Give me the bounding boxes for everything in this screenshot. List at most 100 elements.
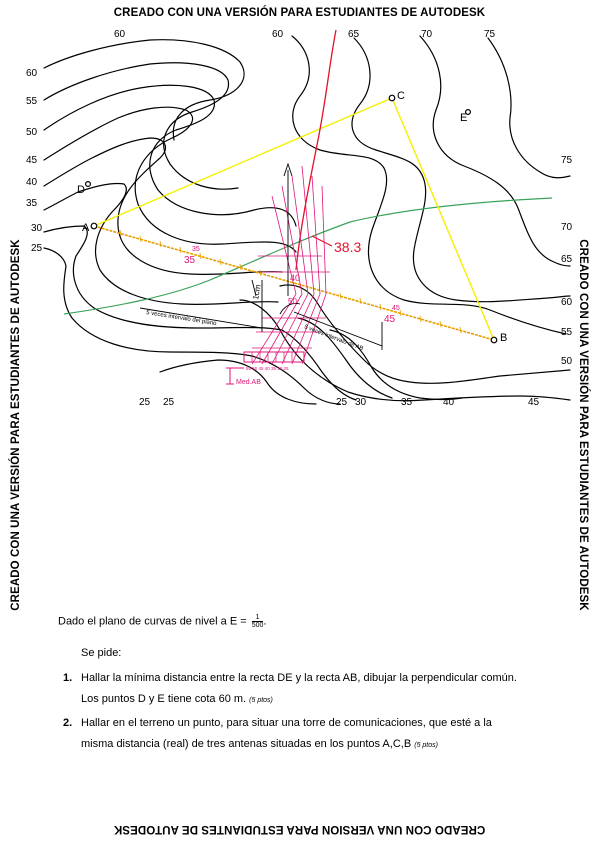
- contour-label: 75: [561, 155, 573, 166]
- contour-label: 50: [561, 356, 573, 367]
- contour-lines: [43, 35, 571, 405]
- graduation-35-small: 35: [192, 246, 200, 253]
- graduation-45-small: 45: [392, 305, 400, 312]
- contour-label: 70: [561, 222, 573, 233]
- point-a-label: A: [82, 222, 90, 234]
- contour-65: [351, 37, 571, 303]
- contour-label-group: 60 60 65 70 75 60 55 50 45 40 35 30 25 7…: [26, 29, 573, 408]
- point-d-label: D: [77, 184, 85, 196]
- intro-text: Dado el plano de curvas de nivel a E = 1…: [58, 614, 266, 629]
- line-a-c: [93, 97, 393, 227]
- contour-40-right: [329, 329, 463, 401]
- contour-label: 35: [401, 397, 413, 408]
- scale-box: [243, 351, 305, 363]
- contour-label: 60: [272, 29, 284, 40]
- contour-label: 30: [355, 397, 367, 408]
- contour-label: 25: [336, 397, 348, 408]
- point-e-label: E: [460, 112, 467, 124]
- graduation-40: 40: [290, 273, 300, 283]
- line-a-b: [93, 225, 495, 341]
- black-construction: [139, 162, 383, 350]
- graduation-50: 50: [288, 297, 297, 306]
- line-c-b: [391, 97, 495, 341]
- contour-25-right: [251, 355, 341, 405]
- contour-label: 40: [26, 177, 38, 188]
- task-2-line-1: Hallar en el terreno un punto, para situ…: [81, 717, 492, 729]
- task-1-line-2-wrap: Los puntos D y E tiene cota 60 m. (5 pto…: [81, 692, 571, 708]
- se-pide-heading: Se pide:: [81, 647, 122, 659]
- task-1-line-1: Hallar la mínima distancia entre la rect…: [81, 672, 517, 684]
- point-b-label: B: [500, 332, 507, 344]
- contour-label: 55: [561, 327, 573, 338]
- task-1-number: 1.: [63, 672, 73, 684]
- contour-35: [43, 182, 279, 305]
- task-2-points: (5 ptos): [414, 742, 438, 749]
- point-e-marker: [465, 108, 472, 115]
- distance-value: 38.3: [334, 239, 361, 255]
- med-ab-bracket: [226, 367, 244, 385]
- contour-70: [419, 35, 571, 267]
- contour-label: 65: [348, 29, 360, 40]
- watermark-bottom: CREADO CON UNA VERSION PARA ESTUDIANTES …: [113, 823, 486, 835]
- task-1-points: (5 ptos): [249, 697, 273, 704]
- task-2-line-2-wrap: misma distancia (real) de tres antenas s…: [81, 737, 571, 753]
- red-line: [295, 29, 337, 271]
- contour-label: 60: [114, 29, 126, 40]
- point-markers: [84, 94, 498, 344]
- contour-30: [43, 225, 283, 331]
- contour-label: 50: [26, 127, 38, 138]
- contour-25: [43, 247, 253, 357]
- task-2-line-2: misma distancia (real) de tres antenas s…: [81, 738, 412, 750]
- task-item-1: 1. Hallar la mínima distancia entre la r…: [63, 671, 571, 714]
- contour-label: 70: [421, 29, 433, 40]
- yellow-lines: [93, 97, 495, 341]
- point-d-marker: [84, 181, 91, 188]
- contour-label: 45: [528, 397, 540, 408]
- task-item-2: 2. Hallar en el terreno un punto, para s…: [63, 716, 571, 759]
- contour-50: [43, 84, 297, 227]
- task-1-line-2: Los puntos D y E tiene cota 60 m.: [81, 693, 247, 705]
- contour-40: [43, 137, 283, 275]
- scale-fraction: 1 500: [251, 614, 264, 629]
- contour-60-left: [43, 39, 245, 141]
- contour-label: 75: [484, 29, 496, 40]
- scale-denominator: 500: [251, 622, 264, 629]
- contour-label: 45: [26, 155, 38, 166]
- contour-label: 65: [561, 254, 573, 265]
- contour-label: 35: [26, 198, 38, 209]
- red-pointer: [311, 235, 333, 247]
- contour-label: 60: [561, 297, 573, 308]
- contour-45-bottom: [159, 359, 317, 405]
- contour-label: 60: [26, 68, 38, 79]
- contour-55-right: [279, 284, 571, 384]
- contour-label: 30: [31, 223, 43, 234]
- graduation-45: 45: [384, 314, 396, 325]
- contour-75: [487, 37, 571, 179]
- plan-interval-label: 5 veces intervalo del plano: [146, 310, 218, 327]
- point-c-label: C: [397, 90, 405, 102]
- ab-interval-label: 5 veces intervalo de AB: [303, 324, 364, 352]
- one-cm-label: 1cm: [251, 284, 263, 301]
- intro-suffix: .: [263, 615, 267, 628]
- contour-30-right: [281, 329, 357, 401]
- graduation-label-group: 35 35 45 45 40 50: [184, 246, 400, 325]
- contour-label: 25: [139, 397, 151, 408]
- contour-label: 25: [31, 243, 43, 254]
- contour-label: 55: [26, 96, 38, 107]
- watermark-top: CREADO CON UNA VERSIÓN PARA ESTUDIANTES …: [113, 7, 486, 19]
- contour-map: 60 60 65 70 75 60 55 50 45 40 35 30 25 7…: [26, 29, 573, 408]
- scale-numerator: 1: [251, 614, 264, 622]
- point-b-marker: [490, 336, 498, 344]
- graduation-35: 35: [184, 255, 196, 266]
- point-c-marker: [388, 94, 396, 102]
- contour-55: [43, 62, 239, 190]
- contour-50-right: [239, 299, 571, 402]
- line-a-b-ticks: [119, 229, 462, 334]
- point-label-group: A B C D E: [77, 90, 507, 344]
- intro-prefix: Dado el plano de curvas de nivel a E =: [58, 615, 250, 628]
- scale-box-ticks-label: 55 50 45 40 35 30 25: [246, 366, 289, 371]
- scale-box-ticks: [251, 352, 293, 362]
- contour-45: [43, 106, 297, 253]
- contour-label: 25: [163, 397, 175, 408]
- contour-label: 40: [443, 397, 455, 408]
